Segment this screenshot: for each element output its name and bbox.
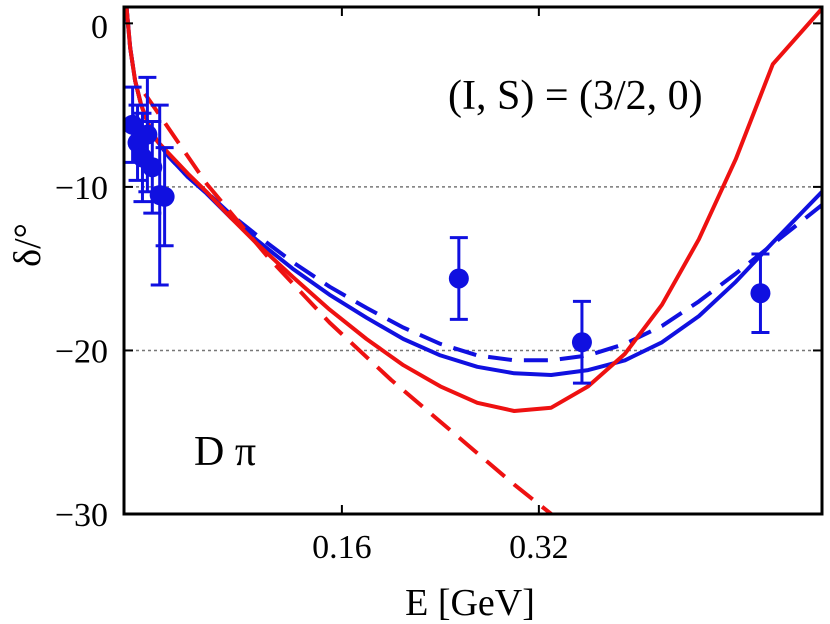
data-point-a3 [137,124,158,145]
y-tick-label-0: 0 [91,9,108,46]
plot-frame [122,5,824,516]
x-axis-label: E [GeV] [405,582,535,624]
y-tick-label-3: −30 [55,497,108,534]
data-point-b1 [571,332,592,353]
series-line-3 [143,92,553,514]
series-line-1 [124,7,822,363]
data-point-a4 [142,157,163,178]
tick-labels: 0.16 0.32 0 −10 −20 −30 [55,9,569,566]
data-points [122,114,771,353]
channel-label: D π [194,429,256,475]
y-tick-label-2: −20 [55,333,108,370]
y-tick-label-1: −10 [55,170,108,207]
series-line-0 [124,7,822,377]
reference-lines [124,186,822,352]
data-point-b0 [448,268,469,289]
y-axis-label: δ/° [7,223,49,267]
data-point-b2 [750,283,771,304]
x-tick-label-0: 0.16 [312,529,372,566]
axis-ticks [124,7,822,515]
data-point-a6 [154,186,175,207]
data-point-a0 [122,114,143,135]
x-tick-label-1: 0.32 [509,529,569,566]
error-bars [123,75,770,385]
isospin-label: (I, S) = (3/2, 0) [448,73,703,119]
